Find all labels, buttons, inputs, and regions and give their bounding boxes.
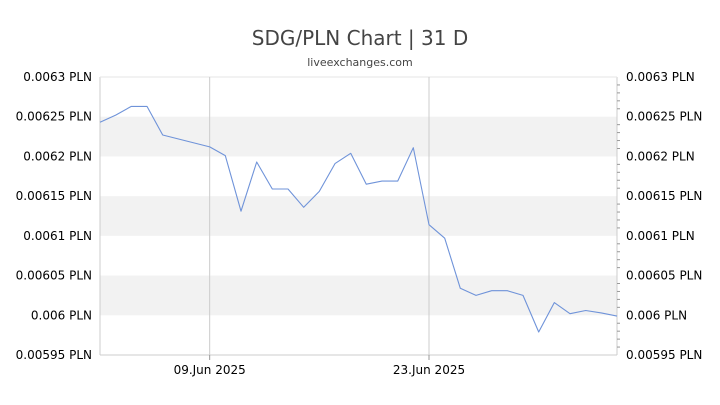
y-tick-label-right: 0.0062 PLN: [626, 149, 695, 163]
y-tick-label-left: 0.00595 PLN: [16, 348, 92, 362]
price-line: [99, 105, 618, 333]
grid-band: [100, 275, 617, 316]
x-tick-label: 23.Jun 2025: [393, 363, 465, 377]
y-tick-label-right: 0.00625 PLN: [626, 110, 702, 124]
y-tick-label-left: 0.0062 PLN: [23, 149, 92, 163]
y-tick-label-right: 0.00595 PLN: [626, 348, 702, 362]
chart-title: SDG/PLN Chart | 31 D: [251, 26, 469, 50]
grid-band: [100, 116, 617, 157]
y-tick-label-right: 0.0063 PLN: [626, 70, 695, 84]
y-tick-label-right: 0.0061 PLN: [626, 229, 695, 243]
y-tick-label-right: 0.00605 PLN: [626, 269, 702, 283]
y-tick-label-left: 0.00605 PLN: [16, 269, 92, 283]
y-tick-label-left: 0.00625 PLN: [16, 110, 92, 124]
y-tick-label-left: 0.00615 PLN: [16, 189, 92, 203]
x-tick-label: 09.Jun 2025: [174, 363, 246, 377]
y-tick-label-left: 0.0061 PLN: [23, 229, 92, 243]
chart-subtitle: liveexchanges.com: [307, 56, 413, 69]
y-tick-label-left: 0.0063 PLN: [23, 70, 92, 84]
grid-band: [100, 196, 617, 236]
y-tick-label-left: 0.006 PLN: [31, 308, 92, 322]
y-tick-label-right: 0.006 PLN: [626, 308, 687, 322]
y-tick-label-right: 0.00615 PLN: [626, 189, 702, 203]
